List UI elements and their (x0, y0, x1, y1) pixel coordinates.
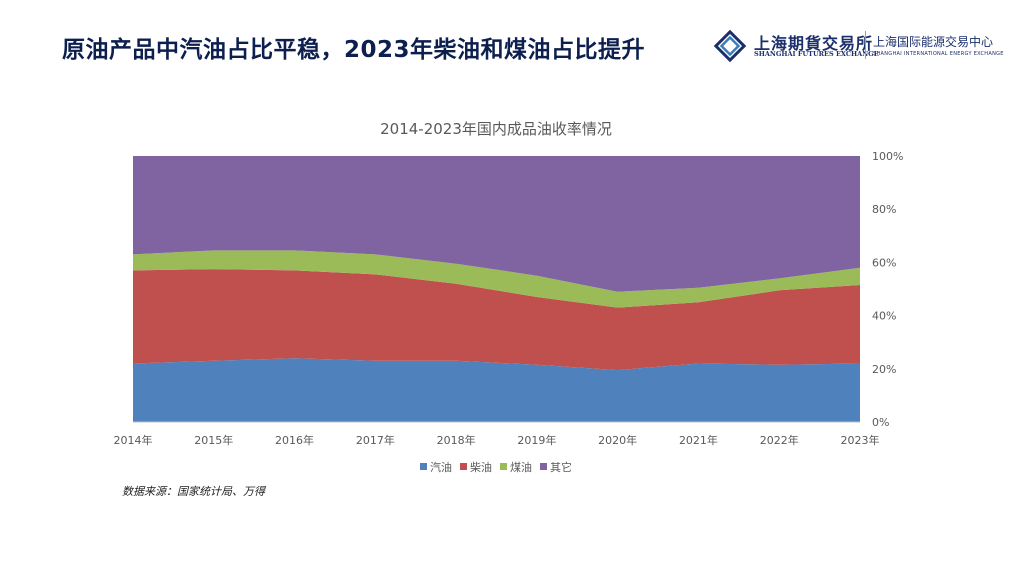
x-tick-label: 2021年 (679, 433, 718, 447)
x-tick-label: 2023年 (841, 433, 880, 447)
area-series-2 (133, 250, 860, 308)
y-axis: 0% 20% 40% 60% 80% 100% (872, 150, 903, 429)
x-tick-label: 2018年 (437, 433, 476, 447)
x-tick-label: 2014年 (114, 433, 153, 447)
area-series-0 (133, 358, 860, 422)
plot-area (133, 156, 860, 422)
logo-divider (865, 31, 866, 59)
logo-en-name: SHANGHAI FUTURES EXCHANGE (754, 50, 879, 58)
y-tick-label: 100% (872, 150, 903, 163)
x-tick-label: 2020年 (598, 433, 637, 447)
area-series-1 (133, 269, 860, 371)
legend: 汽油 柴油 煤油 其它 (420, 460, 572, 474)
chart-title: 2014-2023年国内成品油收率情况 (380, 120, 612, 138)
x-tick-label: 2017年 (356, 433, 395, 447)
legend-swatch-2 (500, 463, 507, 470)
logo-ine-en-name: SHANGHAI INTERNATIONAL ENERGY EXCHANGE (873, 51, 1004, 57)
shfe-emblem-icon (713, 29, 747, 63)
page-title: 原油产品中汽油占比平稳，2023年柴油和煤油占比提升 (62, 37, 646, 63)
y-tick-label: 80% (872, 203, 896, 216)
area-series-3 (133, 156, 860, 292)
logo-cn-name: 上海期貨交易所 (754, 34, 874, 53)
data-source: 数据来源：国家统计局、万得 (122, 485, 265, 498)
legend-label: 柴油 (470, 460, 492, 474)
exchange-logo: 上海期貨交易所 SHANGHAI FUTURES EXCHANGE 上海国际能源… (712, 26, 1012, 66)
legend-swatch-0 (420, 463, 427, 470)
logo-ine-cn-name: 上海国际能源交易中心 (873, 35, 994, 49)
x-tick-label: 2022年 (760, 433, 799, 447)
x-tick-label: 2016年 (275, 433, 314, 447)
y-tick-label: 0% (872, 416, 889, 429)
x-axis: 2014年 2015年 2016年 2017年 2018年 2019年 2020年 2021年… (114, 433, 880, 447)
y-tick-label: 20% (872, 363, 896, 376)
legend-label: 煤油 (510, 460, 532, 474)
x-tick-label: 2015年 (194, 433, 233, 447)
y-tick-label: 40% (872, 310, 896, 323)
legend-label: 其它 (550, 460, 572, 474)
legend-swatch-1 (460, 463, 467, 470)
legend-label: 汽油 (430, 460, 452, 474)
legend-swatch-3 (540, 463, 547, 470)
y-tick-label: 60% (872, 256, 896, 269)
x-tick-label: 2019年 (517, 433, 556, 447)
